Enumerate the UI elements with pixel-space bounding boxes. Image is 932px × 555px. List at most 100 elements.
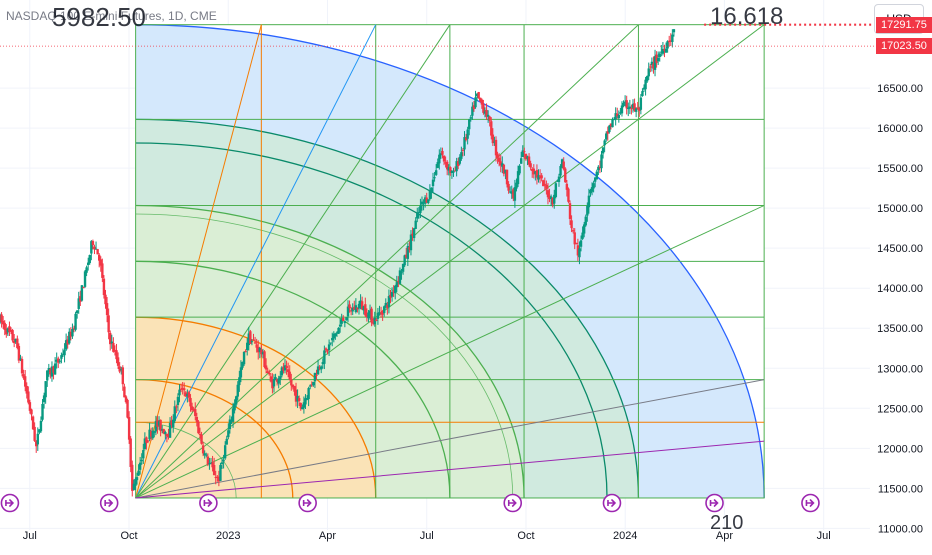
time-axis-label: 2023 bbox=[216, 530, 240, 542]
candle-body bbox=[458, 156, 461, 164]
candle-body bbox=[642, 87, 646, 90]
candle-body bbox=[23, 376, 27, 387]
candle-body bbox=[192, 409, 195, 411]
candle-body bbox=[468, 119, 471, 130]
candle-body bbox=[515, 182, 518, 189]
candle-body bbox=[434, 170, 438, 175]
candle-body bbox=[283, 365, 287, 371]
candle-body bbox=[0, 314, 3, 323]
candle-body bbox=[397, 280, 400, 282]
candle-body bbox=[664, 48, 668, 53]
price-axis-label: 14000.00 bbox=[877, 283, 923, 295]
event-arrow-icon[interactable] bbox=[801, 493, 820, 513]
candle-body bbox=[620, 105, 624, 114]
candle-body bbox=[310, 384, 313, 386]
candle-body bbox=[286, 369, 290, 372]
candle-body bbox=[277, 378, 280, 384]
candle-body bbox=[508, 191, 512, 193]
candle-body bbox=[568, 203, 572, 219]
candle-body bbox=[546, 190, 550, 198]
candle-body bbox=[135, 477, 139, 481]
candle-body bbox=[205, 454, 208, 456]
price-axis-label: 16000.00 bbox=[877, 123, 923, 135]
candle-body bbox=[153, 431, 156, 433]
candle-body bbox=[504, 169, 507, 173]
candle-body bbox=[121, 367, 125, 385]
candle-body bbox=[378, 312, 381, 315]
candle-body bbox=[209, 462, 213, 464]
candle-body bbox=[545, 184, 548, 189]
gann-box-lines[interactable] bbox=[135, 24, 765, 499]
candle-body bbox=[187, 392, 191, 398]
candle-body bbox=[658, 53, 661, 57]
candle-body bbox=[302, 402, 306, 408]
candle-body bbox=[331, 338, 334, 341]
candle-body bbox=[400, 272, 403, 274]
candle-body bbox=[582, 224, 586, 234]
candle-body bbox=[389, 294, 392, 298]
candle-body bbox=[299, 402, 302, 409]
candle-body bbox=[647, 68, 650, 77]
event-arrow-icon[interactable] bbox=[298, 493, 317, 513]
event-arrow-icon[interactable] bbox=[503, 493, 523, 513]
price-axis-label: 15000.00 bbox=[877, 203, 923, 215]
event-arrow-icon[interactable] bbox=[199, 493, 218, 513]
candle-body bbox=[104, 294, 107, 305]
candle-body bbox=[375, 319, 378, 321]
candle-body bbox=[634, 108, 638, 112]
candle-body bbox=[19, 358, 22, 360]
candle-body bbox=[510, 191, 513, 194]
candle-body bbox=[35, 441, 38, 447]
candle-body bbox=[75, 310, 79, 314]
event-markers[interactable] bbox=[0, 493, 820, 513]
candle-body bbox=[590, 187, 594, 192]
candle-body bbox=[297, 398, 301, 401]
candle-body bbox=[623, 101, 627, 103]
candle-body bbox=[660, 51, 663, 53]
candle-body bbox=[264, 365, 268, 370]
event-arrow bbox=[302, 499, 312, 507]
price-axis-label: 12000.00 bbox=[877, 443, 923, 455]
candle-body bbox=[567, 188, 570, 202]
candle-body bbox=[519, 158, 523, 164]
event-arrow-icon[interactable] bbox=[602, 493, 622, 513]
event-arrow-icon[interactable] bbox=[705, 493, 724, 513]
candle-body bbox=[423, 197, 427, 204]
candle-body bbox=[274, 377, 277, 381]
candle-body bbox=[491, 134, 495, 144]
candle-body bbox=[543, 183, 547, 185]
time-axis[interactable]: Jul Oct 2023 Apr Jul Oct 2024 Apr Jul bbox=[23, 530, 831, 542]
candle-body bbox=[560, 159, 564, 168]
price-axis[interactable]: 16500.00 16000.00 15500.00 15000.00 14500.00… bbox=[877, 83, 923, 535]
event-arrow-icon[interactable] bbox=[0, 493, 20, 513]
candle-body bbox=[442, 155, 446, 162]
candle-body bbox=[589, 189, 592, 194]
candle-body bbox=[414, 220, 417, 229]
candle-body bbox=[644, 79, 647, 90]
event-arrow bbox=[607, 499, 617, 507]
gann-fan-line bbox=[135, 24, 765, 499]
candle-body bbox=[216, 476, 219, 478]
candle-body bbox=[531, 169, 534, 171]
candle-body bbox=[91, 241, 95, 246]
candle-body bbox=[502, 164, 506, 174]
candle-body bbox=[427, 199, 430, 203]
candle-body bbox=[370, 308, 373, 323]
candle-body bbox=[592, 183, 595, 189]
candle-body bbox=[579, 240, 583, 247]
candle-body bbox=[472, 105, 476, 110]
candle-body bbox=[461, 149, 465, 151]
candle-body bbox=[663, 49, 666, 51]
candle-body bbox=[197, 421, 200, 434]
candlestick-series bbox=[0, 28, 676, 497]
candle-body bbox=[178, 389, 181, 396]
overlay-price-label: 5982.50 bbox=[52, 2, 146, 32]
event-arrow bbox=[507, 499, 517, 507]
candle-body bbox=[606, 131, 609, 134]
candle-body bbox=[294, 389, 298, 402]
event-arrow-icon[interactable] bbox=[99, 493, 119, 513]
candle-body bbox=[332, 333, 336, 339]
candle-body bbox=[359, 300, 362, 307]
